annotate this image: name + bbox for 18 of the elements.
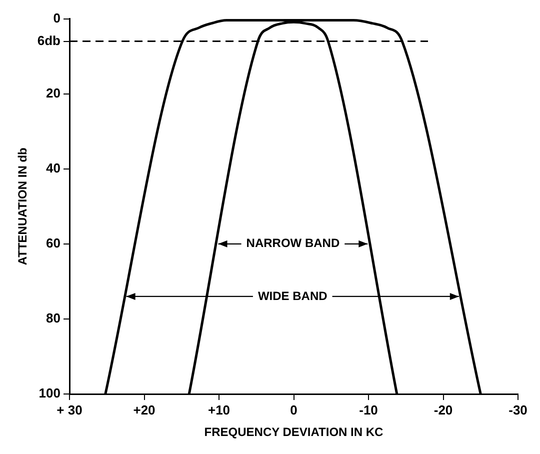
x-axis-title: FREQUENCY DEVIATION IN KC <box>204 425 384 440</box>
y-tick-label: 60 <box>46 236 61 250</box>
y-tick-label: 100 <box>38 386 61 401</box>
x-tick-label: +20 <box>133 402 156 418</box>
y-axis-title: ATTENUATION IN db <box>16 148 30 266</box>
x-tick-label: -10 <box>359 402 378 418</box>
y-tick-label: 0 <box>53 10 61 26</box>
y-tick-label: 80 <box>46 310 61 326</box>
annotation: NARROW BAND <box>246 236 340 250</box>
x-tick-label: +10 <box>208 402 230 418</box>
x-tick-label: -20 <box>434 402 453 418</box>
x-tick-label: -30 <box>508 402 528 418</box>
x-tick-label: + 30 <box>56 402 82 418</box>
annotation: WIDE BAND <box>258 288 328 303</box>
y-tick-label: 20 <box>46 85 61 100</box>
y-tick-label: 6db <box>37 32 61 48</box>
y-tick-label: 40 <box>46 160 61 176</box>
x-tick-label: 0 <box>290 402 298 418</box>
